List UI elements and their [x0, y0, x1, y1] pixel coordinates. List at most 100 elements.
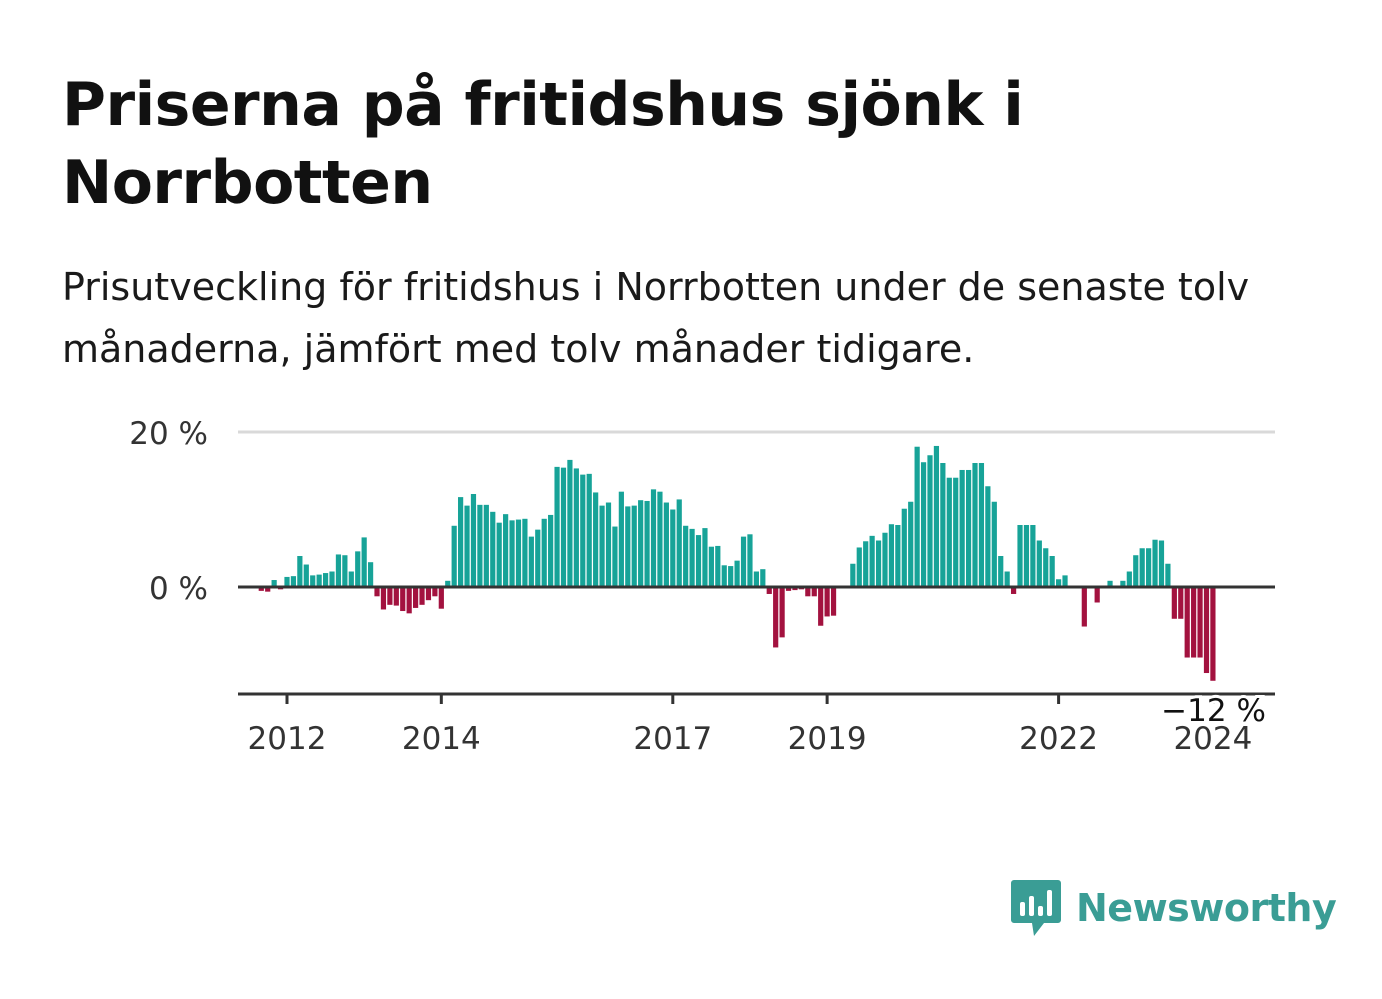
bar [875, 540, 882, 587]
bar [959, 469, 965, 587]
bar [998, 556, 1004, 587]
bar [695, 535, 702, 587]
bar [946, 477, 952, 587]
bar [1004, 571, 1010, 587]
bar [477, 504, 483, 587]
bar [792, 587, 798, 591]
bar [496, 522, 502, 587]
bar [425, 587, 432, 601]
bar [548, 514, 554, 587]
bar [991, 501, 997, 587]
bar [387, 587, 393, 605]
bar [483, 504, 489, 587]
bar [805, 587, 811, 597]
bar [393, 587, 399, 606]
bar [451, 525, 457, 587]
bar [715, 545, 721, 587]
bar [1165, 563, 1171, 587]
bar-chart: 0 % 20 % 2012 2014 2017 2019 2022 2024−12 % [129, 416, 1275, 757]
bar [953, 477, 959, 587]
x-tick-label: 2012 [248, 721, 327, 757]
bar [747, 534, 753, 587]
bar [580, 474, 586, 587]
bar [888, 524, 895, 587]
bar [1081, 587, 1087, 627]
bar [367, 562, 374, 587]
bar [1043, 548, 1049, 587]
bar [586, 473, 592, 587]
bar [753, 571, 759, 587]
bar [567, 459, 573, 587]
bar [361, 537, 367, 587]
bar [618, 491, 624, 587]
bar [258, 587, 264, 591]
bar [612, 526, 618, 587]
bar [824, 587, 830, 617]
bar [1010, 587, 1017, 594]
bar [933, 445, 940, 587]
bar [728, 566, 734, 587]
bar [303, 564, 309, 587]
bar [631, 505, 637, 587]
bar [413, 587, 419, 608]
bar [882, 532, 888, 587]
bar [663, 502, 669, 587]
last-value-annotation: −12 % [1161, 693, 1266, 729]
bar [528, 536, 534, 587]
bar [638, 500, 644, 587]
bar [605, 502, 612, 587]
bar [432, 587, 438, 597]
bar [380, 587, 387, 610]
bar [766, 587, 772, 594]
bar [297, 556, 303, 587]
bar [779, 587, 785, 638]
bar [856, 547, 862, 587]
bar [290, 576, 297, 587]
bar [625, 506, 631, 587]
bar [1017, 525, 1023, 587]
bar [650, 489, 657, 587]
newsworthy-logo: Newsworthy [1010, 878, 1337, 938]
bar [419, 587, 425, 605]
bar [1049, 556, 1055, 587]
bar [1210, 587, 1216, 681]
bar [901, 508, 907, 587]
bar [1062, 575, 1068, 587]
bar [830, 587, 837, 616]
bar [702, 528, 708, 587]
bar [1126, 571, 1132, 587]
bar [509, 520, 515, 587]
bar [721, 565, 727, 587]
bar [1094, 587, 1100, 603]
y-tick-label: 20 % [129, 416, 208, 452]
bar [490, 511, 496, 587]
bar [1146, 548, 1152, 587]
bar [348, 571, 354, 587]
bar [503, 514, 509, 587]
bar [406, 587, 412, 614]
bar [470, 494, 477, 587]
bar [940, 463, 946, 587]
bar [541, 518, 547, 587]
bar [1203, 587, 1210, 674]
chart-title: Priserna på fritidshus sjönk i Norrbotte… [62, 70, 1024, 218]
y-tick-label: 0 % [149, 571, 208, 607]
bar [1171, 587, 1177, 619]
bar [1152, 539, 1158, 587]
brand-name: Newsworthy [1076, 886, 1337, 930]
bar [310, 575, 316, 587]
bar [400, 587, 406, 612]
bar [1139, 548, 1145, 587]
bar [869, 535, 875, 587]
bar [740, 536, 747, 587]
bar [1107, 580, 1113, 587]
bar [1036, 540, 1042, 587]
bar [438, 587, 444, 609]
bar [644, 500, 650, 587]
bar [689, 528, 695, 587]
bar [342, 555, 348, 587]
bar [515, 519, 522, 587]
bar [1030, 525, 1036, 587]
bar [863, 541, 869, 587]
bar [316, 574, 322, 587]
